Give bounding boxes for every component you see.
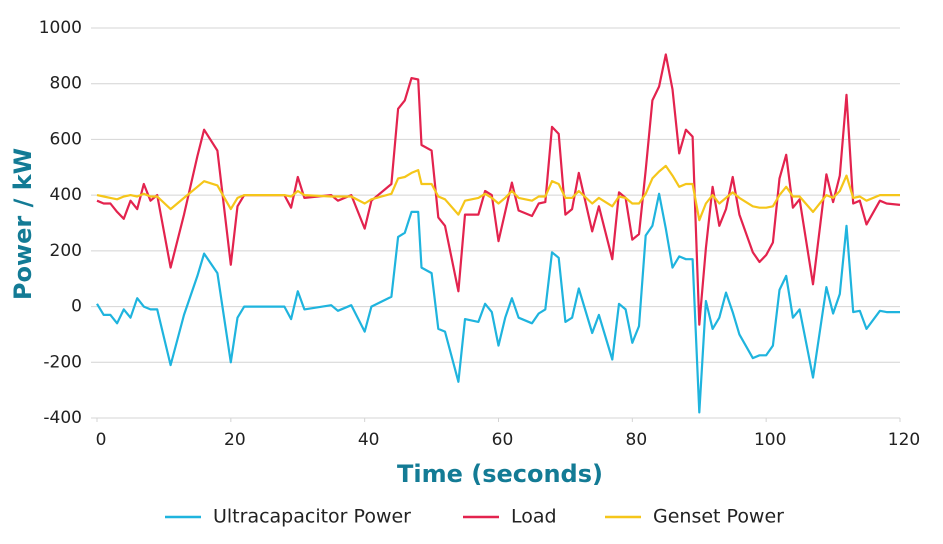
y-tick-label: 200 [50, 241, 82, 261]
y-tick-label: 400 [50, 185, 82, 205]
series-line [96, 192, 900, 414]
legend-label: Load [511, 506, 557, 528]
y-tick-label: -200 [43, 352, 82, 372]
x-axis-title: Time (seconds) [397, 460, 603, 488]
y-tick-label: 800 [50, 74, 82, 94]
legend-label: Genset Power [653, 506, 784, 528]
y-axis-title: Power / kW [9, 148, 37, 300]
x-tick-label: 0 [96, 430, 107, 450]
x-tick-label: 20 [224, 430, 246, 450]
lines [96, 53, 901, 414]
x-tick-label: 100 [754, 430, 786, 450]
legend-label: Ultracapacitor Power [213, 506, 411, 528]
series-line [96, 53, 901, 326]
x-tick-label: 40 [358, 430, 380, 450]
x-tick-label: 80 [626, 430, 648, 450]
series-line [96, 164, 900, 222]
y-tick-label: 600 [50, 129, 82, 149]
legend: Ultracapacitor Power Load Genset Power [165, 506, 784, 528]
x-tick-label: 120 [888, 430, 920, 450]
x-tick-label: 60 [492, 430, 514, 450]
y-tick-label: -400 [43, 408, 82, 428]
grid: -400 -200 0 200 400 600 800 1000 0 20 40 60 80 100 120 [39, 18, 920, 450]
y-tick-label: 0 [71, 297, 82, 317]
y-tick-label: 1000 [39, 18, 82, 38]
